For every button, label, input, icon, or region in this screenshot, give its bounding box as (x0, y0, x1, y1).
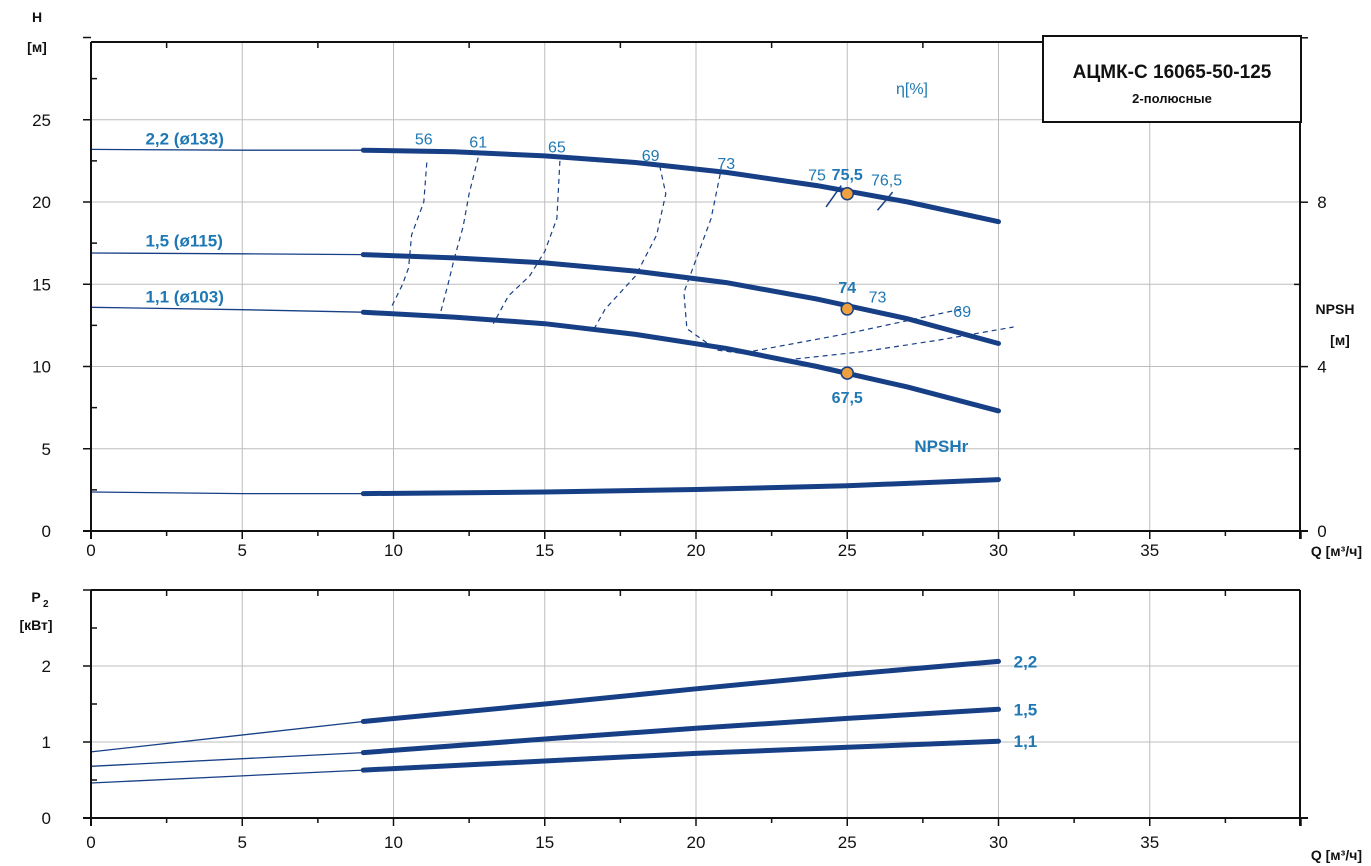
series-label: 1,1 (ø103) (145, 287, 223, 306)
x-tick-label: 0 (86, 541, 95, 560)
x-axis-label-bottom: Q [м³/ч] (1311, 847, 1362, 863)
y2-tick-label: 8 (1317, 193, 1326, 212)
y-tick-label: 1 (42, 733, 51, 752)
curve-thin-1,5 (ø115) (90, 252, 364, 256)
y-axis-unit-power: [кВт] (19, 617, 52, 633)
curve-NPSHr (360, 477, 1001, 497)
efficiency-line-65 (492, 160, 561, 324)
operating-point (840, 187, 854, 201)
operating-point-label: 75,5 (832, 167, 863, 184)
efficiency-line-56 (389, 162, 428, 310)
curve-thin-1,1 (ø103) (90, 306, 364, 313)
power-curve-thin-2,2 (90, 720, 364, 753)
power-curve-thin-1,1 (90, 769, 364, 784)
y-axis-label-h: H (32, 9, 42, 25)
efficiency-line-73 (683, 173, 963, 354)
y2-axis-label-npsh: NPSH (1316, 301, 1355, 317)
curve-thin-NPSHr (90, 491, 364, 495)
efficiency-axis-label: η[%] (896, 81, 928, 98)
y-tick-label: 0 (42, 809, 51, 828)
y-axis-unit-h: [м] (27, 39, 47, 55)
efficiency-line-61 (438, 157, 479, 319)
efficiency-mark-76,5 (876, 191, 894, 211)
y-axis-label-power-subscript: 2 (43, 599, 49, 610)
x-tick-label: 25 (838, 833, 857, 852)
power-curve-2,2 (360, 658, 1001, 724)
power-series-label: 1,1 (1014, 732, 1038, 751)
efficiency-label: 56 (415, 131, 433, 148)
x-tick-label: 20 (687, 833, 706, 852)
bottom-plot-grid (91, 590, 1300, 818)
y-tick-label: 25 (32, 111, 51, 130)
title-box: АЦМК-С 16065-50-125 2-полюсные (1042, 35, 1302, 123)
curve-thin-2,2 (ø133) (90, 148, 364, 151)
y2-tick-label: 4 (1317, 358, 1326, 377)
operating-point-label: 74 (838, 280, 856, 297)
efficiency-label: 73 (869, 289, 887, 306)
y-tick-label: 0 (42, 522, 51, 541)
power-series-label: 1,5 (1014, 700, 1038, 719)
x-tick-label: 25 (838, 541, 857, 560)
chart-subtitle: 2-полюсные (1132, 91, 1212, 106)
operating-point (840, 302, 854, 316)
chart-labels: 0 5 10 15 20 25 30 350 5 10 15 20 25 30 35051015202504… (32, 111, 1327, 852)
efficiency-label: 76,5 (871, 173, 902, 190)
y2-tick-label: 0 (1317, 522, 1326, 541)
x-tick-label: 35 (1140, 541, 1159, 560)
x-tick-label: 35 (1140, 833, 1159, 852)
efficiency-label: 65 (548, 140, 566, 157)
efficiency-label: 73 (717, 156, 735, 173)
x-tick-label: 10 (384, 833, 403, 852)
power-series-label: 2,2 (1014, 652, 1038, 671)
efficiency-line-69 (786, 326, 1014, 361)
x-axis-label-top: Q [м³/ч] (1311, 543, 1362, 559)
power-curve-thin-1,5 (90, 751, 364, 767)
efficiency-label: 75 (808, 168, 826, 185)
y-tick-label: 5 (42, 440, 51, 459)
efficiency-label: 61 (469, 135, 487, 152)
curve-1,5 (ø115) (360, 252, 1001, 346)
x-tick-label: 15 (535, 541, 554, 560)
series-label: 1,5 (ø115) (145, 231, 223, 250)
curve-2,2 (ø133) (360, 147, 1001, 225)
power-curve-1,5 (360, 706, 1001, 756)
series-label: NPSHr (914, 437, 968, 456)
y-tick-label: 15 (32, 275, 51, 294)
efficiency-line-69 (592, 165, 667, 331)
y-tick-label: 10 (32, 358, 51, 377)
x-tick-label: 15 (535, 833, 554, 852)
x-tick-label: 30 (989, 833, 1008, 852)
operating-point-label: 67,5 (832, 390, 863, 407)
efficiency-label: 69 (642, 148, 660, 165)
head-curves (90, 147, 1001, 497)
y-tick-label: 2 (42, 657, 51, 676)
x-tick-label: 5 (238, 833, 247, 852)
efficiency-lines (389, 157, 1014, 361)
x-tick-label: 20 (687, 541, 706, 560)
power-curves (90, 658, 1001, 784)
y2-axis-unit-npsh: [м] (1330, 332, 1350, 348)
curve-1,1 (ø103) (360, 309, 1001, 414)
x-tick-label: 30 (989, 541, 1008, 560)
series-label: 2,2 (ø133) (145, 129, 223, 148)
x-tick-label: 0 (86, 833, 95, 852)
chart-title: АЦМК-С 16065-50-125 (1073, 62, 1272, 83)
operating-point (840, 366, 854, 380)
y-axis-label-power: P (31, 589, 40, 605)
y-tick-label: 20 (32, 193, 51, 212)
x-tick-label: 5 (238, 541, 247, 560)
x-tick-label: 10 (384, 541, 403, 560)
power-curve-1,1 (360, 738, 1001, 773)
efficiency-label: 69 (953, 304, 971, 321)
